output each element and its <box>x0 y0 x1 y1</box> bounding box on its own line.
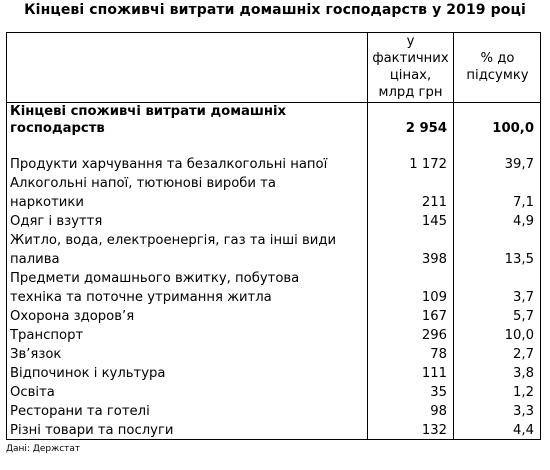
row-label-line: Предмети домашнього вжитку, побутова <box>10 271 300 286</box>
row-label-line: Одяг і взуття <box>10 214 103 229</box>
source-note: Дані: Держстат <box>6 444 81 454</box>
row-label-line: Житло, вода, електроенергія, газ та інші… <box>10 233 337 248</box>
row-value: 211 <box>421 195 447 210</box>
header-line: млрд грн <box>378 85 443 100</box>
row-value: 1 172 <box>409 157 447 172</box>
row-percent: 5,7 <box>513 309 534 324</box>
row-percent: 4,9 <box>513 214 534 229</box>
row-label-line: Продукти харчування та безалкогольні нап… <box>10 157 328 172</box>
header-line: цінах, <box>389 68 432 83</box>
row-percent: 3,8 <box>513 366 534 381</box>
row-value: 98 <box>430 404 447 419</box>
row-label: Охорона здоров’я <box>10 308 134 327</box>
data-table: у фактичних цінах, млрд грн % до підсумк… <box>6 32 541 440</box>
row-label-line: Різні товари та послуги <box>10 423 174 438</box>
row-label-line: Зв’язок <box>10 347 62 362</box>
header-rule <box>7 102 540 103</box>
row-label: Одяг і взуття <box>10 213 102 232</box>
row-label-line: Транспорт <box>10 328 84 343</box>
total-value: 2 954 <box>405 121 447 136</box>
column-divider <box>453 33 454 439</box>
header-line: у <box>406 34 415 49</box>
row-value: 145 <box>421 214 447 229</box>
total-label: Кінцеві споживчі витрати домашніх господ… <box>10 103 286 137</box>
row-value: 78 <box>430 347 447 362</box>
row-percent: 39,7 <box>504 157 534 172</box>
row-value: 111 <box>421 366 447 381</box>
row-label-line: техніка та поточне утримання житла <box>10 290 272 305</box>
header-line: % до <box>480 51 515 66</box>
row-label: Предмети домашнього вжитку, побутова техн… <box>10 270 299 308</box>
header-line: підсумку <box>466 68 529 83</box>
row-label: Продукти харчування та безалкогольні нап… <box>10 156 327 175</box>
table-title: Кінцеві споживчі витрати домашніх господ… <box>24 2 526 18</box>
row-label-line: Ресторани та готелі <box>10 404 150 419</box>
total-percent: 100,0 <box>492 121 534 136</box>
row-percent: 2,7 <box>513 347 534 362</box>
row-label-line: Алкогольні напої, тютюнові вироби та <box>10 176 276 191</box>
row-label: Ресторани та готелі <box>10 403 150 422</box>
total-label-line: Кінцеві споживчі витрати домашніх <box>10 104 287 119</box>
row-label: Транспорт <box>10 327 83 346</box>
row-percent: 13,5 <box>504 252 534 267</box>
row-label-line: Відпочинок і культура <box>10 366 166 381</box>
row-percent: 3,7 <box>513 290 534 305</box>
row-percent: 7,1 <box>513 195 534 210</box>
row-label-line: Охорона здоров’я <box>10 309 135 324</box>
row-value: 132 <box>421 423 447 438</box>
row-value: 296 <box>421 328 447 343</box>
row-percent: 10,0 <box>504 328 534 343</box>
row-label: Різні товари та послуги <box>10 422 173 441</box>
row-value: 109 <box>421 290 447 305</box>
row-label-line: палива <box>10 252 60 267</box>
row-label: Відпочинок і культура <box>10 365 166 384</box>
column-divider <box>367 33 368 439</box>
row-value: 398 <box>421 252 447 267</box>
row-label: Зв’язок <box>10 346 61 365</box>
header-value-column: у фактичних цінах, млрд грн <box>368 33 453 101</box>
row-value: 35 <box>430 385 447 400</box>
row-percent: 1,2 <box>513 385 534 400</box>
row-percent: 3,3 <box>513 404 534 419</box>
row-value: 167 <box>421 309 447 324</box>
header-percent-column: % до підсумку <box>454 50 541 84</box>
row-label-line: наркотики <box>10 195 84 210</box>
header-line: фактичних <box>372 51 449 66</box>
row-percent: 4,4 <box>513 423 534 438</box>
row-label: Алкогольні напої, тютюнові вироби та нарк… <box>10 175 276 213</box>
total-label-line: господарств <box>10 121 105 136</box>
row-label: Освіта <box>10 384 55 403</box>
row-label-line: Освіта <box>10 385 55 400</box>
row-label: Житло, вода, електроенергія, газ та інші… <box>10 232 336 270</box>
